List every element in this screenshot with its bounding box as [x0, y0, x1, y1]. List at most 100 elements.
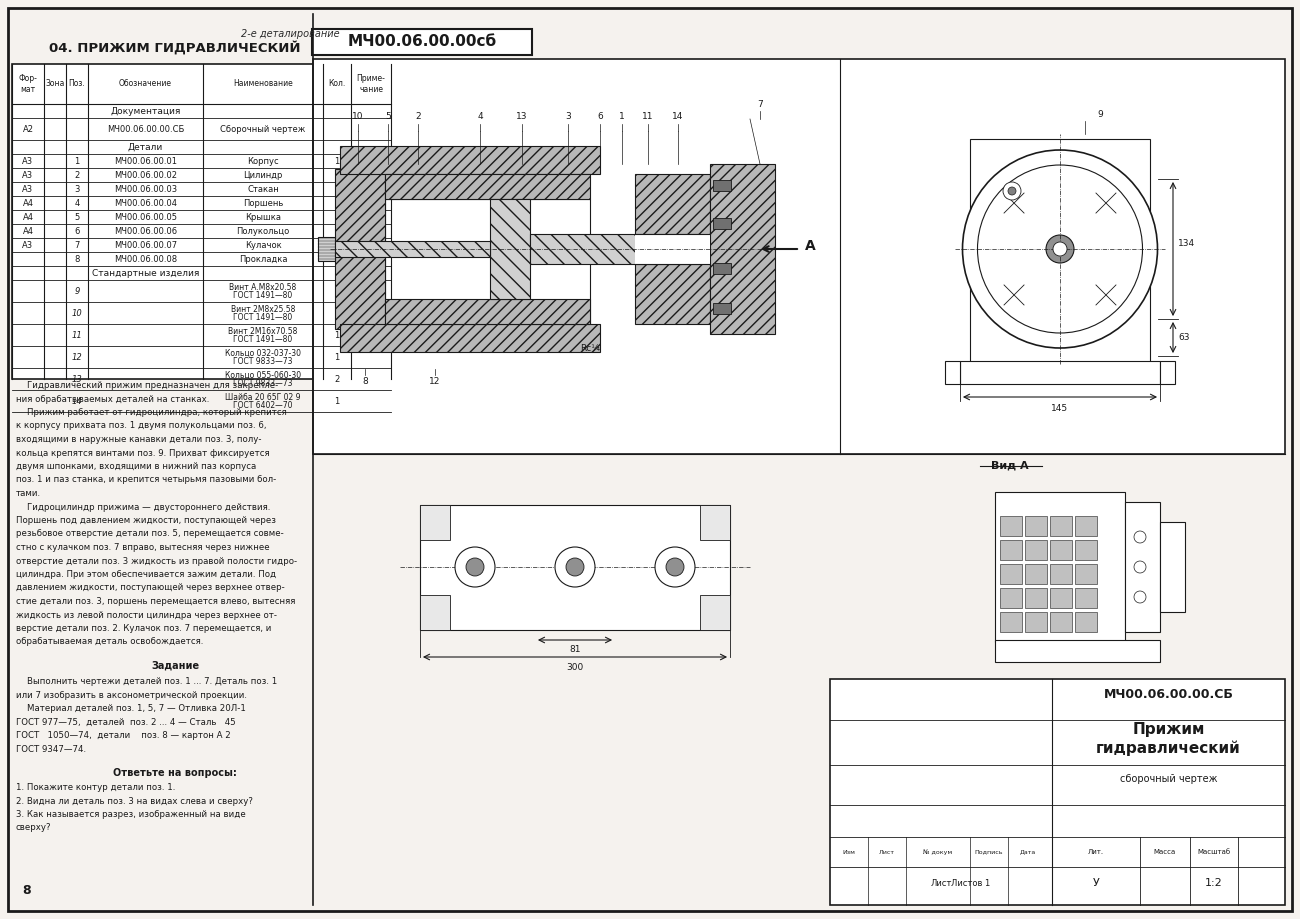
Text: ния обрабатываемых деталей на станках.: ния обрабатываемых деталей на станках. [16, 394, 209, 403]
Text: 1: 1 [334, 396, 339, 405]
Text: Подпись: Подпись [975, 849, 1004, 855]
Text: Обозначение: Обозначение [120, 80, 172, 88]
Text: Лист: Лист [931, 879, 952, 888]
Text: давлением жидкости, поступающей через верхнее отвер-: давлением жидкости, поступающей через ве… [16, 584, 285, 593]
Text: 300: 300 [567, 663, 584, 672]
Text: А: А [805, 239, 816, 253]
Text: ГОСТ 977—75,  деталей  поз. 2 ... 4 — Сталь   45: ГОСТ 977—75, деталей поз. 2 ... 4 — Стал… [16, 718, 235, 727]
Text: Сборочный чертеж: Сборочный чертеж [220, 124, 306, 133]
Bar [712, 180, 731, 191]
Text: 3. Как называется разрез, изображенный на виде: 3. Как называется разрез, изображенный н… [16, 810, 246, 819]
Text: 7: 7 [74, 241, 79, 249]
Text: Масштаб: Масштаб [1197, 849, 1231, 855]
Bar [970, 139, 1150, 364]
Text: 1: 1 [334, 226, 339, 235]
Circle shape [1134, 561, 1147, 573]
Bar [1024, 588, 1046, 608]
Text: верстие детали поз. 2. Кулачок поз. 7 перемещается, и: верстие детали поз. 2. Кулачок поз. 7 пе… [16, 624, 272, 633]
Text: 6: 6 [334, 309, 339, 317]
Bar [634, 174, 710, 324]
Text: Rc¼: Rc¼ [580, 344, 601, 353]
Bar [530, 234, 699, 264]
Text: стие детали поз. 3, поршень перемещается влево, вытесняя: стие детали поз. 3, поршень перемещается… [16, 597, 295, 606]
Bar [341, 146, 601, 174]
Bar [712, 303, 731, 314]
Text: Полукольцо: Полукольцо [237, 226, 290, 235]
Text: А3: А3 [22, 156, 34, 165]
Text: Стандартные изделия: Стандартные изделия [92, 268, 199, 278]
Text: Ответьте на вопросы:: Ответьте на вопросы: [113, 768, 237, 778]
Bar [1000, 588, 1022, 608]
Text: 2: 2 [74, 171, 79, 179]
Bar [1050, 588, 1072, 608]
Bar [1050, 612, 1072, 632]
Circle shape [566, 558, 584, 576]
Text: 9: 9 [74, 287, 79, 296]
Bar [634, 234, 710, 264]
Bar [1024, 516, 1046, 536]
Text: А4: А4 [22, 199, 34, 208]
Text: МЧ00.06.00.05: МЧ00.06.00.05 [114, 212, 177, 221]
Bar [385, 174, 590, 199]
Bar [1160, 522, 1186, 612]
Text: входящими в наружные канавки детали поз. 3, полу-: входящими в наружные канавки детали поз.… [16, 435, 261, 444]
Text: 1: 1 [334, 331, 339, 339]
Text: отверстие детали поз. 3 жидкость из правой полости гидро-: отверстие детали поз. 3 жидкость из прав… [16, 557, 298, 565]
Text: двумя шпонками, входящими в нижний паз корпуса: двумя шпонками, входящими в нижний паз к… [16, 462, 256, 471]
Text: 1: 1 [334, 199, 339, 208]
Circle shape [1134, 531, 1147, 543]
Text: Задание: Задание [151, 661, 199, 671]
Text: Поршень: Поршень [243, 199, 283, 208]
Bar [829, 679, 1284, 905]
Bar [341, 324, 601, 352]
Text: 5: 5 [74, 212, 79, 221]
Bar [335, 241, 490, 257]
Text: 12: 12 [72, 353, 82, 361]
Text: Поз.: Поз. [69, 80, 86, 88]
Text: А4: А4 [22, 226, 34, 235]
Text: МЧ00.06.00.00.СБ: МЧ00.06.00.00.СБ [1104, 687, 1234, 700]
Text: 8: 8 [22, 884, 31, 897]
Text: 3: 3 [566, 112, 571, 121]
Bar [1050, 564, 1072, 584]
Text: кольца крепятся винтами поз. 9. Прихват фиксируется: кольца крепятся винтами поз. 9. Прихват … [16, 448, 269, 458]
Bar [1024, 564, 1046, 584]
Text: 1: 1 [74, 156, 79, 165]
Text: Прижим работает от гидроцилиндра, который крепится: Прижим работает от гидроцилиндра, которы… [16, 408, 287, 417]
Text: Зона: Зона [46, 80, 65, 88]
Bar [1024, 612, 1046, 632]
Text: Детали: Детали [127, 142, 162, 152]
Text: 4: 4 [74, 199, 79, 208]
Bar [312, 29, 532, 55]
Text: 14: 14 [72, 396, 82, 405]
Text: 12: 12 [429, 377, 441, 386]
Text: Материал деталей поз. 1, 5, 7 — Отливка 20Л-1: Материал деталей поз. 1, 5, 7 — Отливка … [16, 704, 246, 713]
Bar [712, 263, 731, 274]
Text: 10: 10 [72, 309, 82, 317]
Text: 2-е деталирование: 2-е деталирование [240, 29, 339, 39]
Text: 6: 6 [597, 112, 603, 121]
Text: резьбовое отверстие детали поз. 5, перемещается совме-: резьбовое отверстие детали поз. 5, перем… [16, 529, 283, 539]
Bar [712, 218, 731, 229]
Bar [420, 505, 450, 539]
Text: ГОСТ 1491—80: ГОСТ 1491—80 [234, 312, 292, 322]
Text: МЧ00.06.00.03: МЧ00.06.00.03 [114, 185, 177, 194]
Bar [945, 361, 959, 384]
Bar [12, 64, 391, 379]
Text: Гидроцилиндр прижима — двустороннего действия.: Гидроцилиндр прижима — двустороннего дей… [16, 503, 270, 512]
Text: 1:2: 1:2 [1205, 878, 1223, 888]
Text: ГОСТ 1491—80: ГОСТ 1491—80 [234, 290, 292, 300]
Text: 2: 2 [334, 375, 339, 383]
Bar [490, 199, 530, 299]
Bar [1050, 540, 1072, 560]
Circle shape [455, 547, 495, 587]
Text: Прижим
гидравлический: Прижим гидравлический [1096, 722, 1241, 756]
Text: 1. Покажите контур детали поз. 1.: 1. Покажите контур детали поз. 1. [16, 783, 176, 792]
Text: Листов 1: Листов 1 [952, 879, 991, 888]
Text: Наименование: Наименование [233, 80, 292, 88]
Bar [959, 361, 1160, 384]
Text: 3: 3 [74, 185, 79, 194]
Text: МЧ00.06.00.04: МЧ00.06.00.04 [114, 199, 177, 208]
Text: 6: 6 [334, 287, 339, 296]
Text: МЧ00.06.00.06: МЧ00.06.00.06 [114, 226, 177, 235]
